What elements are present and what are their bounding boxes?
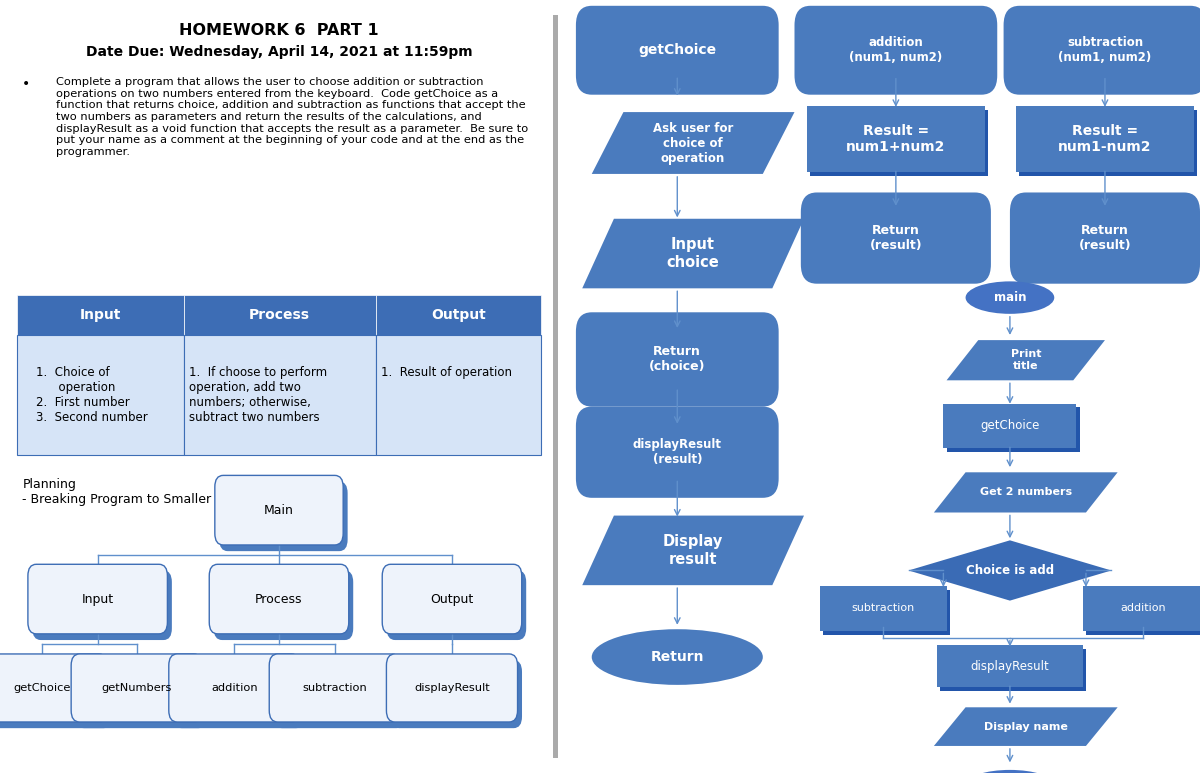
Text: main: main xyxy=(994,291,1026,304)
Polygon shape xyxy=(934,472,1117,512)
FancyBboxPatch shape xyxy=(17,295,184,335)
FancyBboxPatch shape xyxy=(220,482,348,551)
FancyBboxPatch shape xyxy=(386,654,517,722)
Text: Return
(result): Return (result) xyxy=(870,224,922,252)
FancyBboxPatch shape xyxy=(214,570,353,640)
FancyBboxPatch shape xyxy=(794,5,997,94)
Text: Return: Return xyxy=(650,650,704,664)
FancyBboxPatch shape xyxy=(209,564,349,634)
FancyBboxPatch shape xyxy=(576,312,779,407)
Text: Print
title: Print title xyxy=(1010,349,1042,371)
Ellipse shape xyxy=(592,629,763,685)
FancyBboxPatch shape xyxy=(941,649,1086,691)
FancyBboxPatch shape xyxy=(173,660,305,728)
Text: addition: addition xyxy=(211,683,258,693)
Text: 1.  If choose to perform
operation, add two
numbers; otherwise,
subtract two num: 1. If choose to perform operation, add t… xyxy=(190,366,328,424)
Text: Complete a program that allows the user to choose addition or subtraction
operat: Complete a program that allows the user … xyxy=(56,77,528,157)
Text: Input: Input xyxy=(82,593,114,605)
FancyBboxPatch shape xyxy=(76,660,206,728)
FancyBboxPatch shape xyxy=(576,407,779,498)
FancyBboxPatch shape xyxy=(1010,192,1200,284)
FancyBboxPatch shape xyxy=(0,660,112,728)
Text: Ask user for
choice of
operation: Ask user for choice of operation xyxy=(653,121,733,165)
FancyBboxPatch shape xyxy=(1016,106,1194,172)
Polygon shape xyxy=(582,516,804,585)
FancyBboxPatch shape xyxy=(810,110,988,176)
FancyBboxPatch shape xyxy=(947,407,1080,452)
Text: HOMEWORK 6  PART 1: HOMEWORK 6 PART 1 xyxy=(179,23,379,38)
Text: Result =
num1+num2: Result = num1+num2 xyxy=(846,124,946,155)
Text: Process: Process xyxy=(250,308,310,322)
FancyBboxPatch shape xyxy=(184,335,376,455)
FancyBboxPatch shape xyxy=(383,564,522,634)
Text: •: • xyxy=(23,77,30,91)
FancyBboxPatch shape xyxy=(274,660,404,728)
Text: subtraction: subtraction xyxy=(302,683,367,693)
Text: Main: Main xyxy=(264,504,294,516)
FancyBboxPatch shape xyxy=(386,570,526,640)
Text: getChoice: getChoice xyxy=(13,683,71,693)
Text: addition
(num1, num2): addition (num1, num2) xyxy=(850,36,942,64)
Text: getChoice: getChoice xyxy=(980,420,1039,432)
Polygon shape xyxy=(582,219,804,288)
Text: Get 2 numbers: Get 2 numbers xyxy=(979,488,1072,497)
FancyBboxPatch shape xyxy=(215,475,343,545)
Polygon shape xyxy=(947,340,1105,380)
Text: Result =
num1-num2: Result = num1-num2 xyxy=(1058,124,1152,155)
Polygon shape xyxy=(592,112,794,174)
Text: 1.  Choice of
      operation
2.  First number
3.  Second number: 1. Choice of operation 2. First number 3… xyxy=(36,366,148,424)
Text: subtraction: subtraction xyxy=(852,604,914,613)
FancyBboxPatch shape xyxy=(1020,110,1196,176)
FancyBboxPatch shape xyxy=(808,106,984,172)
Text: Planning - Flow Charts: Planning - Flow Charts xyxy=(592,17,732,30)
FancyBboxPatch shape xyxy=(576,5,779,94)
FancyBboxPatch shape xyxy=(823,590,949,635)
Polygon shape xyxy=(908,540,1111,601)
FancyBboxPatch shape xyxy=(376,295,541,335)
Text: getNumbers: getNumbers xyxy=(102,683,172,693)
FancyBboxPatch shape xyxy=(1003,5,1200,94)
Text: Planning
- Breaking Program to Smaller Pieces: Planning - Breaking Program to Smaller P… xyxy=(23,478,256,506)
Text: getChoice: getChoice xyxy=(638,43,716,57)
FancyBboxPatch shape xyxy=(28,564,168,634)
FancyBboxPatch shape xyxy=(1082,586,1200,631)
Text: displayResult: displayResult xyxy=(414,683,490,693)
FancyBboxPatch shape xyxy=(943,404,1076,448)
Text: Return
(choice): Return (choice) xyxy=(649,346,706,373)
FancyBboxPatch shape xyxy=(820,586,947,631)
Text: Display
result: Display result xyxy=(662,534,724,567)
Text: Input: Input xyxy=(79,308,121,322)
Text: Output: Output xyxy=(431,308,486,322)
Polygon shape xyxy=(934,707,1117,746)
Text: Return
(result): Return (result) xyxy=(1079,224,1132,252)
Ellipse shape xyxy=(966,281,1055,314)
Ellipse shape xyxy=(966,770,1055,773)
Text: displayResult: displayResult xyxy=(971,660,1049,673)
FancyBboxPatch shape xyxy=(1086,590,1200,635)
FancyBboxPatch shape xyxy=(0,654,108,722)
FancyBboxPatch shape xyxy=(17,335,184,455)
FancyBboxPatch shape xyxy=(937,645,1082,687)
Text: Choice is add: Choice is add xyxy=(966,564,1054,577)
FancyBboxPatch shape xyxy=(269,654,401,722)
Text: addition: addition xyxy=(1120,604,1165,613)
FancyBboxPatch shape xyxy=(376,335,541,455)
Text: Input
choice: Input choice xyxy=(667,237,720,270)
Text: 1.  Result of operation: 1. Result of operation xyxy=(382,366,512,379)
FancyBboxPatch shape xyxy=(71,654,203,722)
Text: Date Due: Wednesday, April 14, 2021 at 11:59pm: Date Due: Wednesday, April 14, 2021 at 1… xyxy=(85,45,473,59)
Text: subtraction
(num1, num2): subtraction (num1, num2) xyxy=(1058,36,1152,64)
FancyBboxPatch shape xyxy=(184,295,376,335)
Text: displayResult
(result): displayResult (result) xyxy=(632,438,721,466)
Text: Process: Process xyxy=(256,593,302,605)
FancyBboxPatch shape xyxy=(391,660,522,728)
Text: Display name: Display name xyxy=(984,722,1068,731)
FancyBboxPatch shape xyxy=(800,192,991,284)
FancyBboxPatch shape xyxy=(32,570,172,640)
Text: Output: Output xyxy=(431,593,474,605)
FancyBboxPatch shape xyxy=(169,654,300,722)
